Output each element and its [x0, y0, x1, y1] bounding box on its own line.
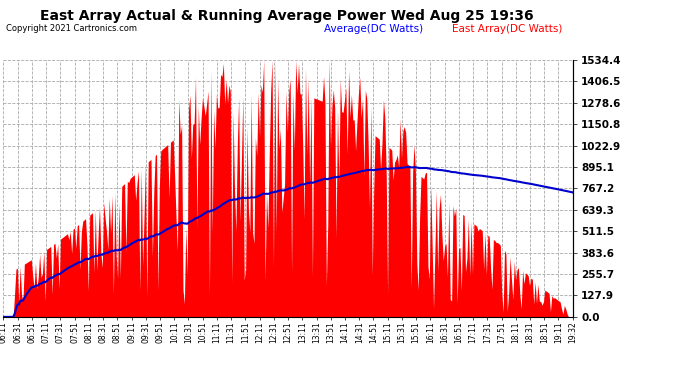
Text: East Array(DC Watts): East Array(DC Watts): [452, 24, 562, 34]
Text: Average(DC Watts): Average(DC Watts): [324, 24, 424, 34]
Text: East Array Actual & Running Average Power Wed Aug 25 19:36: East Array Actual & Running Average Powe…: [39, 9, 533, 23]
Text: Copyright 2021 Cartronics.com: Copyright 2021 Cartronics.com: [6, 24, 137, 33]
